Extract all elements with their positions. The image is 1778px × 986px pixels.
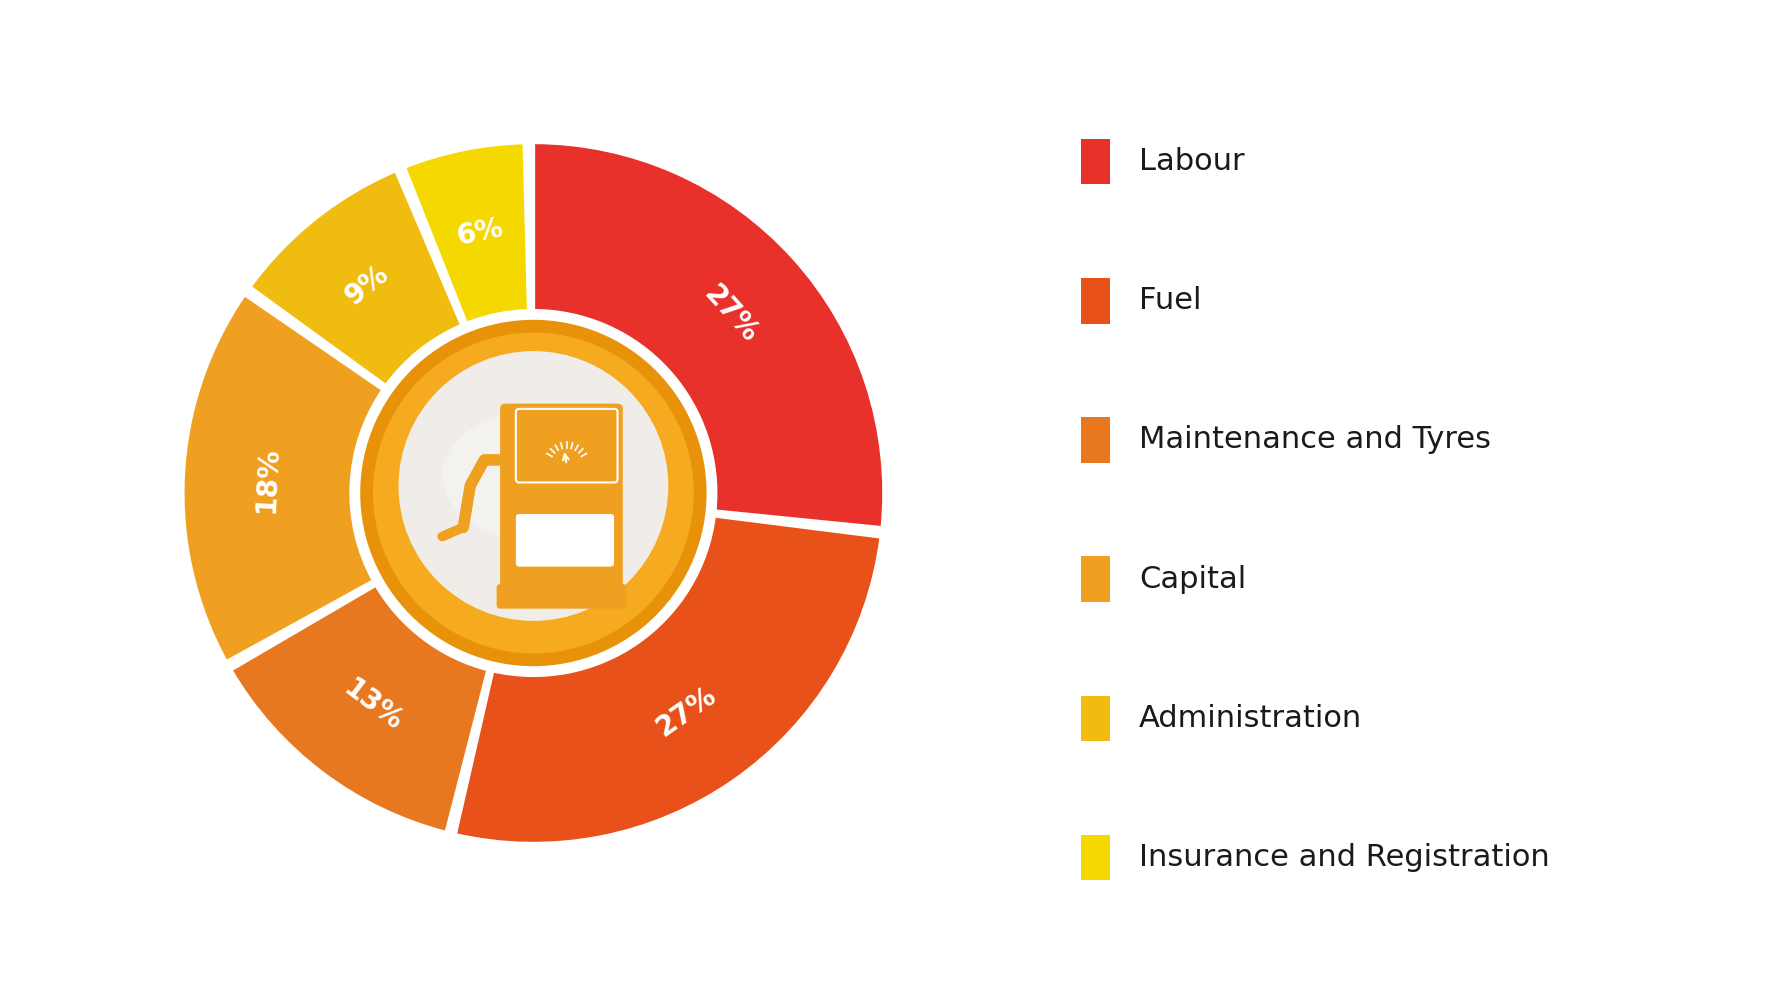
Wedge shape: [455, 516, 882, 844]
Text: Labour: Labour: [1140, 147, 1245, 176]
FancyBboxPatch shape: [516, 409, 617, 482]
Circle shape: [364, 323, 702, 663]
Text: 13%: 13%: [338, 674, 407, 737]
Ellipse shape: [443, 412, 624, 539]
Text: 27%: 27%: [651, 681, 722, 741]
Wedge shape: [533, 142, 884, 528]
Wedge shape: [249, 171, 462, 386]
Text: Maintenance and Tyres: Maintenance and Tyres: [1140, 426, 1490, 455]
Circle shape: [368, 327, 699, 659]
Wedge shape: [404, 143, 528, 323]
FancyBboxPatch shape: [496, 584, 626, 608]
Circle shape: [350, 311, 717, 675]
Text: Fuel: Fuel: [1140, 286, 1202, 316]
Circle shape: [398, 351, 669, 621]
Text: 9%: 9%: [340, 259, 395, 311]
Text: 27%: 27%: [699, 280, 763, 348]
Wedge shape: [231, 585, 489, 832]
FancyBboxPatch shape: [1081, 417, 1109, 462]
Circle shape: [373, 332, 693, 654]
FancyBboxPatch shape: [1081, 278, 1109, 323]
Text: Insurance and Registration: Insurance and Registration: [1140, 843, 1550, 872]
Circle shape: [361, 319, 706, 667]
FancyBboxPatch shape: [516, 514, 613, 567]
FancyBboxPatch shape: [1081, 834, 1109, 880]
Wedge shape: [183, 295, 384, 662]
Text: Capital: Capital: [1140, 565, 1246, 594]
FancyBboxPatch shape: [1081, 139, 1109, 184]
Text: Administration: Administration: [1140, 704, 1362, 733]
Text: 18%: 18%: [252, 446, 283, 514]
FancyBboxPatch shape: [1081, 556, 1109, 601]
Text: 6%: 6%: [453, 214, 507, 250]
FancyBboxPatch shape: [500, 403, 622, 597]
FancyBboxPatch shape: [1081, 695, 1109, 741]
